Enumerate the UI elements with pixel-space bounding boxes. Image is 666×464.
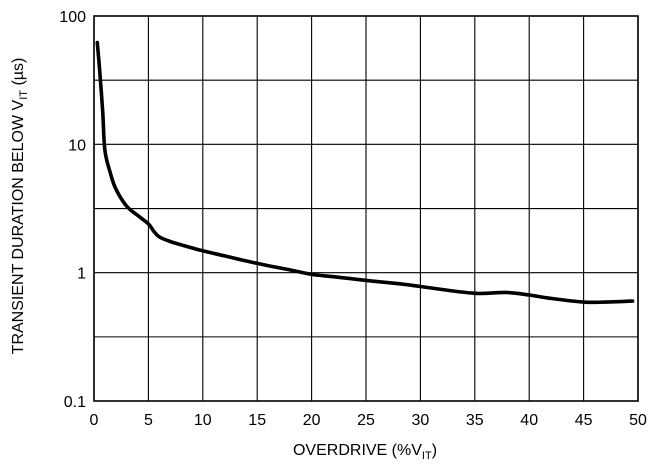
y-tick-label: 0.1 (64, 394, 86, 411)
plot-frame (93, 15, 639, 402)
x-tick-label: 0 (90, 412, 99, 429)
y-tick-label: 100 (59, 9, 86, 26)
x-tick-label: 50 (629, 412, 647, 429)
x-tick-label: 15 (248, 412, 266, 429)
grid-lines (93, 15, 639, 402)
y-tick-label: 10 (68, 137, 86, 154)
x-tick-label: 20 (303, 412, 321, 429)
x-axis-title: OVERDRIVE (%VIT) (293, 442, 437, 462)
curve-layer (95, 40, 635, 305)
y-tick-labels: 0.1 1 10 100 (59, 9, 86, 411)
x-tick-label: 45 (575, 412, 593, 429)
y-tick-label: 1 (77, 266, 86, 283)
x-tick-label: 5 (144, 412, 153, 429)
x-tick-label: 25 (357, 412, 375, 429)
x-tick-label: 35 (466, 412, 484, 429)
x-tick-label: 30 (412, 412, 430, 429)
y-axis-title: TRANSIENT DURATION BELOW VIT (µs) (10, 58, 30, 355)
x-tick-label: 40 (520, 412, 538, 429)
x-tick-labels: 0 5 10 15 20 25 30 35 40 45 50 (90, 412, 647, 429)
series-line (95, 40, 635, 305)
x-tick-label: 10 (194, 412, 212, 429)
